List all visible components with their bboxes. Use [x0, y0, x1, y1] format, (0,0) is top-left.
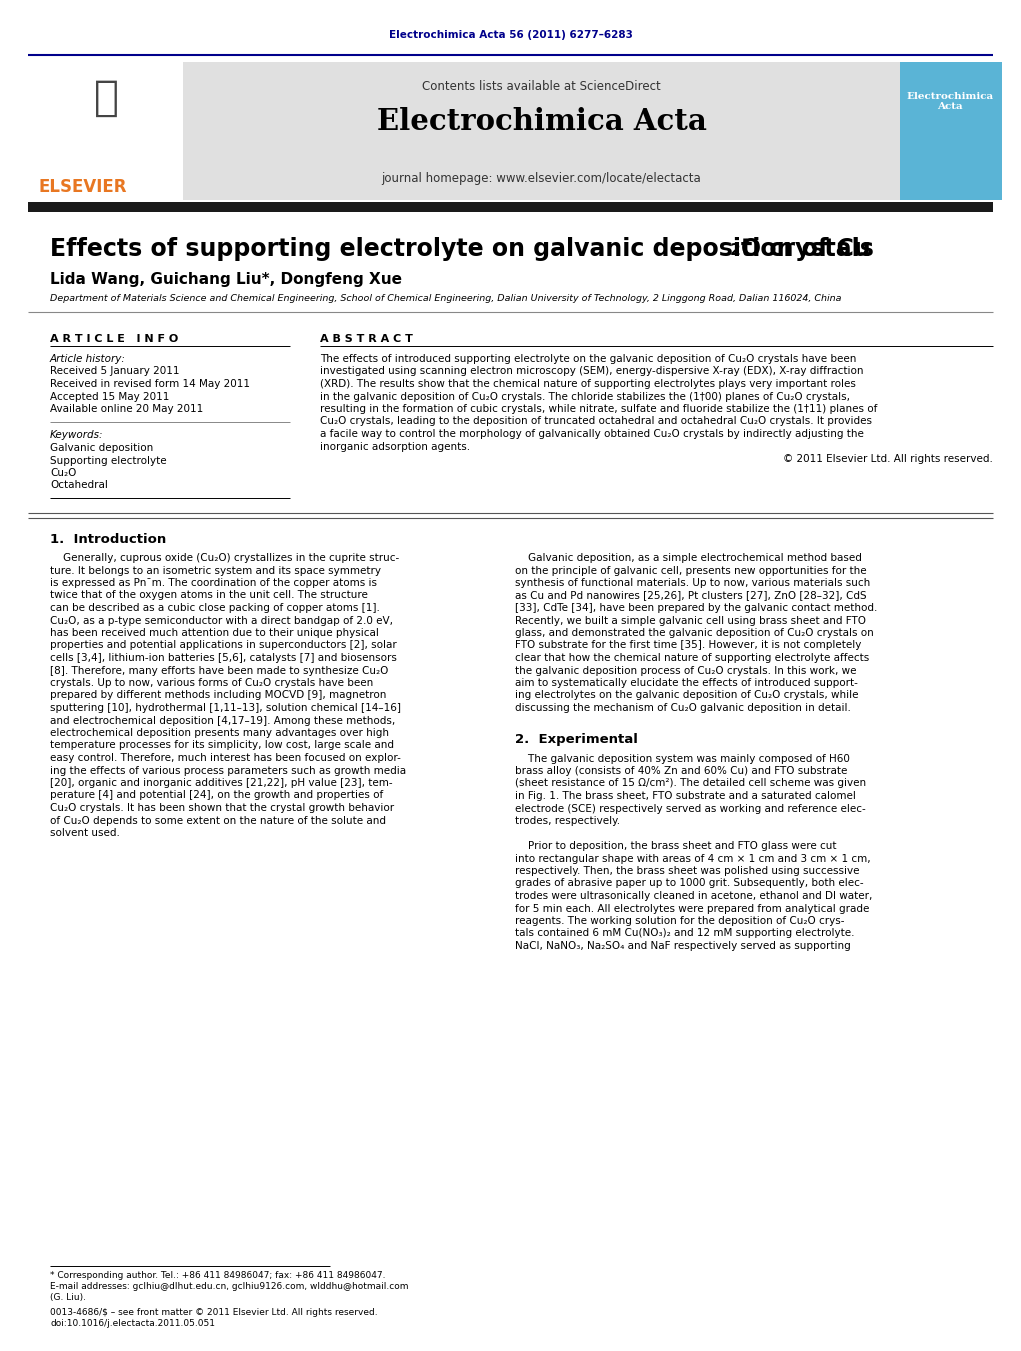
Text: temperature processes for its simplicity, low cost, large scale and: temperature processes for its simplicity… — [50, 740, 394, 751]
Text: synthesis of functional materials. Up to now, various materials such: synthesis of functional materials. Up to… — [515, 578, 870, 588]
Text: NaCl, NaNO₃, Na₂SO₄ and NaF respectively served as supporting: NaCl, NaNO₃, Na₂SO₄ and NaF respectively… — [515, 942, 850, 951]
Text: crystals. Up to now, various forms of Cu₂O crystals have been: crystals. Up to now, various forms of Cu… — [50, 678, 374, 688]
Text: 2.  Experimental: 2. Experimental — [515, 734, 638, 747]
Text: trodes, respectively.: trodes, respectively. — [515, 816, 620, 825]
Text: [33], CdTe [34], have been prepared by the galvanic contact method.: [33], CdTe [34], have been prepared by t… — [515, 603, 877, 613]
Text: ture. It belongs to an isometric system and its space symmetry: ture. It belongs to an isometric system … — [50, 566, 381, 576]
Text: Prior to deposition, the brass sheet and FTO glass were cut: Prior to deposition, the brass sheet and… — [515, 842, 836, 851]
Text: Electrochimica
Acta: Electrochimica Acta — [907, 92, 993, 111]
Text: trodes were ultrasonically cleaned in acetone, ethanol and DI water,: trodes were ultrasonically cleaned in ac… — [515, 892, 872, 901]
Text: electrode (SCE) respectively served as working and reference elec-: electrode (SCE) respectively served as w… — [515, 804, 866, 813]
Text: clear that how the chemical nature of supporting electrolyte affects: clear that how the chemical nature of su… — [515, 653, 869, 663]
Text: (XRD). The results show that the chemical nature of supporting electrolytes play: (XRD). The results show that the chemica… — [320, 380, 856, 389]
Text: a facile way to control the morphology of galvanically obtained Cu₂O crystals by: a facile way to control the morphology o… — [320, 430, 864, 439]
Text: Keywords:: Keywords: — [50, 431, 103, 440]
Text: resulting in the formation of cubic crystals, while nitrate, sulfate and fluorid: resulting in the formation of cubic crys… — [320, 404, 877, 413]
Text: 1.  Introduction: 1. Introduction — [50, 534, 166, 546]
Text: A R T I C L E   I N F O: A R T I C L E I N F O — [50, 334, 179, 345]
Text: Department of Materials Science and Chemical Engineering, School of Chemical Eng: Department of Materials Science and Chem… — [50, 295, 841, 303]
Text: A B S T R A C T: A B S T R A C T — [320, 334, 412, 345]
Text: investigated using scanning electron microscopy (SEM), energy-dispersive X-ray (: investigated using scanning electron mic… — [320, 366, 864, 377]
Text: in Fig. 1. The brass sheet, FTO substrate and a saturated calomel: in Fig. 1. The brass sheet, FTO substrat… — [515, 790, 856, 801]
Text: grades of abrasive paper up to 1000 grit. Subsequently, both elec-: grades of abrasive paper up to 1000 grit… — [515, 878, 864, 889]
Text: Supporting electrolyte: Supporting electrolyte — [50, 455, 166, 466]
Text: * Corresponding author. Tel.: +86 411 84986047; fax: +86 411 84986047.: * Corresponding author. Tel.: +86 411 84… — [50, 1271, 386, 1279]
Text: and electrochemical deposition [4,17–19]. Among these methods,: and electrochemical deposition [4,17–19]… — [50, 716, 395, 725]
Text: can be described as a cubic close packing of copper atoms [1].: can be described as a cubic close packin… — [50, 603, 380, 613]
Text: perature [4] and potential [24], on the growth and properties of: perature [4] and potential [24], on the … — [50, 790, 383, 801]
Text: into rectangular shape with areas of 4 cm × 1 cm and 3 cm × 1 cm,: into rectangular shape with areas of 4 c… — [515, 854, 871, 863]
Text: Received 5 January 2011: Received 5 January 2011 — [50, 366, 180, 377]
Text: The effects of introduced supporting electrolyte on the galvanic deposition of C: The effects of introduced supporting ele… — [320, 354, 857, 363]
Bar — [28, 203, 993, 212]
Text: Received in revised form 14 May 2011: Received in revised form 14 May 2011 — [50, 380, 250, 389]
Text: © 2011 Elsevier Ltd. All rights reserved.: © 2011 Elsevier Ltd. All rights reserved… — [783, 454, 993, 463]
Text: Electrochimica Acta 56 (2011) 6277–6283: Electrochimica Acta 56 (2011) 6277–6283 — [389, 30, 632, 41]
Text: 🌲: 🌲 — [94, 77, 118, 119]
Text: Recently, we built a simple galvanic cell using brass sheet and FTO: Recently, we built a simple galvanic cel… — [515, 616, 866, 626]
Bar — [183, 62, 900, 200]
Text: in the galvanic deposition of Cu₂O crystals. The chloride stabilizes the (1†00) : in the galvanic deposition of Cu₂O cryst… — [320, 392, 850, 401]
Text: the galvanic deposition process of Cu₂O crystals. In this work, we: the galvanic deposition process of Cu₂O … — [515, 666, 857, 676]
Text: journal homepage: www.elsevier.com/locate/electacta: journal homepage: www.elsevier.com/locat… — [382, 172, 701, 185]
Text: Cu₂O: Cu₂O — [50, 467, 77, 478]
Text: as Cu and Pd nanowires [25,26], Pt clusters [27], ZnO [28–32], CdS: as Cu and Pd nanowires [25,26], Pt clust… — [515, 590, 867, 600]
Bar — [900, 62, 1002, 200]
Text: Cu₂O crystals, leading to the deposition of truncated octahedral and octahedral : Cu₂O crystals, leading to the deposition… — [320, 416, 872, 427]
Text: respectively. Then, the brass sheet was polished using successive: respectively. Then, the brass sheet was … — [515, 866, 860, 875]
Text: Lida Wang, Guichang Liu*, Dongfeng Xue: Lida Wang, Guichang Liu*, Dongfeng Xue — [50, 272, 402, 286]
Text: for 5 min each. All electrolytes were prepared from analytical grade: for 5 min each. All electrolytes were pr… — [515, 904, 869, 913]
Text: prepared by different methods including MOCVD [9], magnetron: prepared by different methods including … — [50, 690, 386, 701]
Text: Generally, cuprous oxide (Cu₂O) crystallizes in the cuprite struc-: Generally, cuprous oxide (Cu₂O) crystall… — [50, 553, 399, 563]
Text: sputtering [10], hydrothermal [1,11–13], solution chemical [14–16]: sputtering [10], hydrothermal [1,11–13],… — [50, 703, 401, 713]
Text: is expressed as Pn¯m. The coordination of the copper atoms is: is expressed as Pn¯m. The coordination o… — [50, 578, 377, 588]
Text: [8]. Therefore, many efforts have been made to synthesize Cu₂O: [8]. Therefore, many efforts have been m… — [50, 666, 388, 676]
Text: Octahedral: Octahedral — [50, 481, 108, 490]
Text: E-mail addresses: gclhiu@dlhut.edu.cn, gclhiu9126.com, wlddhu@hotmail.com: E-mail addresses: gclhiu@dlhut.edu.cn, g… — [50, 1282, 408, 1292]
Text: on the principle of galvanic cell, presents new opportunities for the: on the principle of galvanic cell, prese… — [515, 566, 867, 576]
Text: [20], organic and inorganic additives [21,22], pH value [23], tem-: [20], organic and inorganic additives [2… — [50, 778, 393, 788]
Text: easy control. Therefore, much interest has been focused on explor-: easy control. Therefore, much interest h… — [50, 753, 401, 763]
Text: Cu₂O, as a p-type semiconductor with a direct bandgap of 2.0 eV,: Cu₂O, as a p-type semiconductor with a d… — [50, 616, 393, 626]
Text: ing the effects of various process parameters such as growth media: ing the effects of various process param… — [50, 766, 406, 775]
Text: properties and potential applications in superconductors [2], solar: properties and potential applications in… — [50, 640, 397, 650]
Text: brass alloy (consists of 40% Zn and 60% Cu) and FTO substrate: brass alloy (consists of 40% Zn and 60% … — [515, 766, 847, 775]
Text: solvent used.: solvent used. — [50, 828, 119, 838]
Text: of Cu₂O depends to some extent on the nature of the solute and: of Cu₂O depends to some extent on the na… — [50, 816, 386, 825]
Text: aim to systematically elucidate the effects of introduced support-: aim to systematically elucidate the effe… — [515, 678, 858, 688]
Text: (G. Liu).: (G. Liu). — [50, 1293, 86, 1302]
Text: discussing the mechanism of Cu₂O galvanic deposition in detail.: discussing the mechanism of Cu₂O galvani… — [515, 703, 850, 713]
Text: (sheet resistance of 15 Ω/cm²). The detailed cell scheme was given: (sheet resistance of 15 Ω/cm²). The deta… — [515, 778, 866, 789]
Text: tals contained 6 mM Cu(NO₃)₂ and 12 mM supporting electrolyte.: tals contained 6 mM Cu(NO₃)₂ and 12 mM s… — [515, 928, 855, 939]
Text: ELSEVIER: ELSEVIER — [38, 178, 127, 196]
Text: Article history:: Article history: — [50, 354, 126, 363]
Text: Available online 20 May 2011: Available online 20 May 2011 — [50, 404, 203, 413]
Text: reagents. The working solution for the deposition of Cu₂O crys-: reagents. The working solution for the d… — [515, 916, 844, 925]
Bar — [28, 62, 183, 200]
Text: glass, and demonstrated the galvanic deposition of Cu₂O crystals on: glass, and demonstrated the galvanic dep… — [515, 628, 874, 638]
Text: O crystals: O crystals — [741, 236, 874, 261]
Text: cells [3,4], lithium-ion batteries [5,6], catalysts [7] and biosensors: cells [3,4], lithium-ion batteries [5,6]… — [50, 653, 397, 663]
Text: Accepted 15 May 2011: Accepted 15 May 2011 — [50, 392, 169, 401]
Text: Cu₂O crystals. It has been shown that the crystal growth behavior: Cu₂O crystals. It has been shown that th… — [50, 802, 394, 813]
Text: 2: 2 — [730, 243, 741, 258]
Text: Effects of supporting electrolyte on galvanic deposition of Cu: Effects of supporting electrolyte on gal… — [50, 236, 871, 261]
Text: The galvanic deposition system was mainly composed of H60: The galvanic deposition system was mainl… — [515, 754, 849, 763]
Text: Electrochimica Acta: Electrochimica Acta — [377, 107, 707, 136]
Text: FTO substrate for the first time [35]. However, it is not completely: FTO substrate for the first time [35]. H… — [515, 640, 862, 650]
Text: Contents lists available at ScienceDirect: Contents lists available at ScienceDirec… — [422, 80, 661, 93]
Text: has been received much attention due to their unique physical: has been received much attention due to … — [50, 628, 379, 638]
Text: twice that of the oxygen atoms in the unit cell. The structure: twice that of the oxygen atoms in the un… — [50, 590, 368, 600]
Text: doi:10.1016/j.electacta.2011.05.051: doi:10.1016/j.electacta.2011.05.051 — [50, 1319, 215, 1328]
Text: Galvanic deposition: Galvanic deposition — [50, 443, 153, 453]
Text: 0013-4686/$ – see front matter © 2011 Elsevier Ltd. All rights reserved.: 0013-4686/$ – see front matter © 2011 El… — [50, 1308, 378, 1317]
Text: electrochemical deposition presents many advantages over high: electrochemical deposition presents many… — [50, 728, 389, 738]
Text: ing electrolytes on the galvanic deposition of Cu₂O crystals, while: ing electrolytes on the galvanic deposit… — [515, 690, 859, 701]
Text: Galvanic deposition, as a simple electrochemical method based: Galvanic deposition, as a simple electro… — [515, 553, 862, 563]
Text: inorganic adsorption agents.: inorganic adsorption agents. — [320, 442, 470, 451]
